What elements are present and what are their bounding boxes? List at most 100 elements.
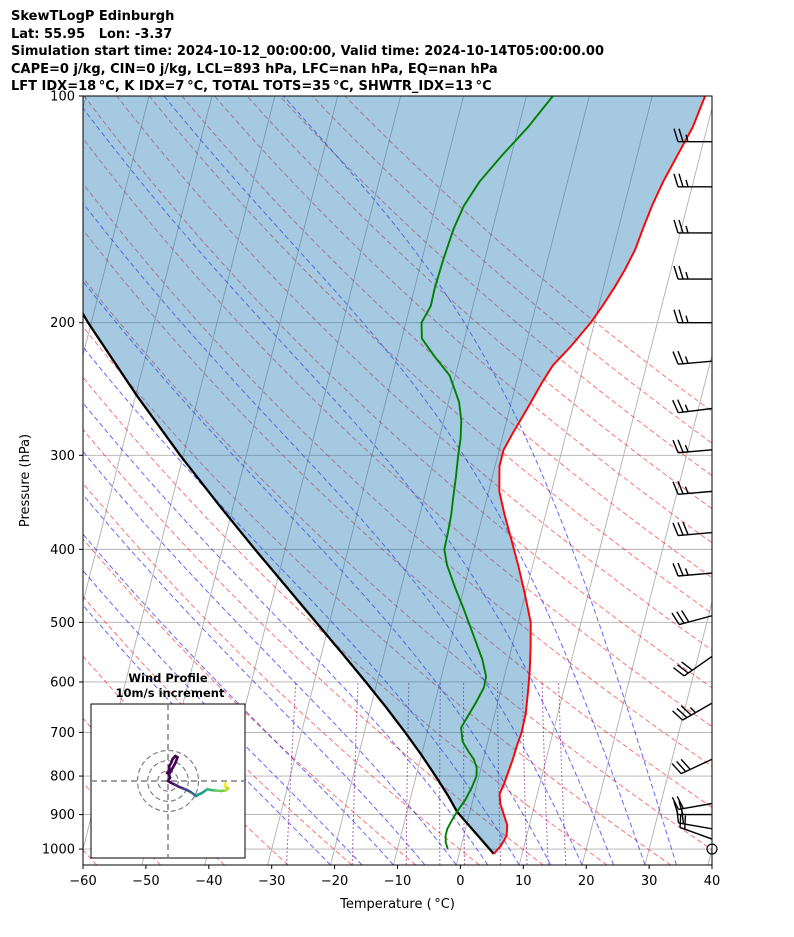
parcel-shading [83, 96, 706, 854]
isotherm [83, 96, 150, 358]
y-tick-label: 200 [50, 316, 75, 331]
mixing-ratio-line [558, 681, 567, 865]
isotherm [83, 96, 213, 604]
dry-adiabat [311, 96, 712, 444]
x-axis-title: Temperature ( °C) [339, 897, 455, 912]
wind-barb [671, 610, 713, 626]
wind-barb [672, 481, 713, 496]
moist-adiabat [83, 533, 394, 865]
isotherm [644, 600, 712, 865]
dry-adiabat [83, 137, 712, 728]
isotherm [267, 96, 464, 865]
mixing-ratio-line [521, 681, 528, 865]
wind-barbs [671, 128, 718, 855]
y-tick-label: 400 [50, 543, 75, 558]
wind-barb [671, 796, 713, 811]
x-tick-label: −50 [132, 874, 159, 889]
dry-adiabat [246, 96, 712, 510]
chart-header: SkewTLogP Edinburgh Lat: 55.95 Lon: -3.3… [11, 8, 604, 96]
dry-adiabat [116, 96, 712, 651]
wind-barb [673, 173, 712, 188]
dry-adiabat [83, 96, 712, 689]
parcel-profile-line [83, 311, 495, 855]
mixing-ratio-line [439, 681, 441, 865]
wind-barb [679, 813, 713, 840]
x-tick-label: 20 [578, 874, 595, 889]
x-tick-label: −20 [321, 874, 348, 889]
wind-barb [673, 801, 712, 816]
hodograph-ring [157, 770, 179, 792]
x-tick-label: 0 [456, 874, 464, 889]
data-layer [83, 96, 706, 855]
y-axis-title: Pressure (hPa) [18, 434, 33, 527]
simulation-time-line: Simulation start time: 2024-10-12_00:00:… [11, 44, 604, 59]
moist-adiabat [83, 402, 489, 865]
hodograph-ring [136, 749, 200, 813]
wind-barb [671, 758, 713, 775]
y-tick-label: 500 [50, 616, 75, 631]
x-tick-label: 40 [704, 874, 721, 889]
y-tick-label: 800 [50, 770, 75, 785]
dry-adiabat [344, 96, 712, 413]
hodograph-title: Wind Profile [128, 671, 208, 685]
y-tick-label: 700 [50, 726, 75, 741]
wind-barb [673, 309, 712, 324]
location-line: Lat: 55.95 Lon: -3.37 [11, 26, 173, 42]
dry-adiabat [83, 849, 98, 865]
moist-adiabat [83, 569, 363, 865]
y-tick-label: 900 [50, 808, 75, 823]
y-tick-label: 300 [50, 449, 75, 464]
moist-adiabat [283, 96, 677, 865]
isotherm [455, 96, 653, 865]
dry-adiabat [279, 96, 712, 477]
dry-adiabat [83, 482, 480, 865]
index-line: LFT IDX=18 °C, K IDX=7 °C, TOTAL TOTS=35… [11, 79, 492, 94]
moist-adiabat [83, 107, 615, 865]
isotherm [581, 353, 712, 865]
temperature-profile-line [493, 96, 706, 855]
wind-barb [673, 128, 712, 143]
hodograph-segment [223, 782, 227, 788]
wind-barb [672, 521, 713, 537]
isotherm [707, 847, 712, 865]
mixing-ratio-line [286, 681, 297, 865]
wind-barb [672, 562, 713, 577]
isotherm [518, 106, 712, 865]
dry-adiabat [83, 325, 672, 865]
wind-barb [672, 655, 713, 677]
moist-adiabat [83, 604, 331, 865]
x-tick-label: 30 [641, 874, 658, 889]
moist-adiabat [83, 346, 520, 865]
wind-barb [672, 702, 713, 721]
dry-adiabat [83, 428, 544, 865]
moist-adiabat [83, 202, 583, 865]
moist-adiabat [83, 450, 457, 865]
wind-barb [673, 265, 712, 280]
x-tick-label: −30 [258, 874, 285, 889]
mixing-ratio-line [351, 681, 359, 865]
chart-title: SkewTLogP Edinburgh [11, 9, 175, 24]
cape-line: CAPE=0 j/kg, CIN=0 j/kg, LCL=893 hPa, LF… [11, 61, 498, 77]
mixing-ratio-line [463, 682, 465, 865]
mixing-ratio-line [541, 681, 549, 865]
wind-barb [672, 439, 713, 454]
y-tick-label: 100 [50, 90, 75, 105]
wind-barb [673, 219, 712, 234]
wind-barb [672, 399, 713, 414]
x-tick-label: −60 [69, 874, 96, 889]
isotherm [330, 96, 527, 865]
isotherm [83, 96, 87, 111]
hodograph-subtitle: 10m/s increment [116, 686, 225, 700]
mixing-ratio-line [496, 681, 501, 865]
dry-adiabat [83, 229, 712, 809]
wind-barb [672, 350, 713, 365]
x-tick-label: 10 [515, 874, 532, 889]
moist-adiabat [163, 96, 646, 865]
dry-adiabat [83, 182, 712, 768]
mixing-ratio-line [405, 681, 410, 865]
x-tick-label: −40 [195, 874, 222, 889]
y-tick-label: 600 [50, 675, 75, 690]
dry-adiabat [149, 96, 712, 615]
